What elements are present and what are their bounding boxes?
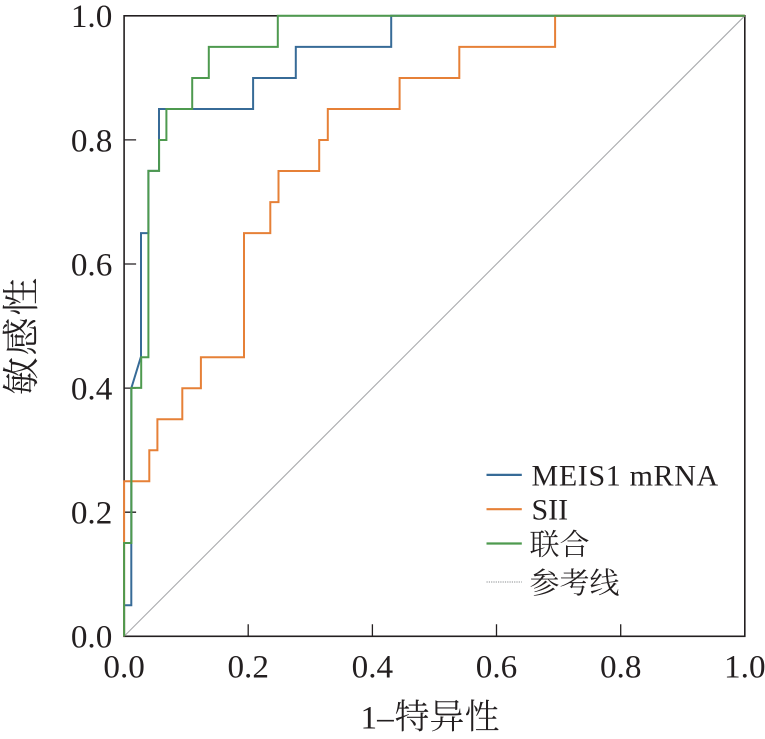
svg-text:0.0: 0.0 xyxy=(103,649,144,686)
svg-text:0.2: 0.2 xyxy=(227,649,268,686)
svg-text:0.0: 0.0 xyxy=(71,619,112,656)
svg-text:1–: 1– xyxy=(361,700,395,737)
svg-text:1.0: 1.0 xyxy=(71,0,112,35)
svg-text:MEIS1 mRNA: MEIS1 mRNA xyxy=(532,459,719,492)
svg-text:0.6: 0.6 xyxy=(71,246,112,283)
svg-text:0.4: 0.4 xyxy=(352,649,394,686)
svg-text:0.2: 0.2 xyxy=(71,495,112,532)
svg-text:0.4: 0.4 xyxy=(71,371,113,408)
svg-text:0.8: 0.8 xyxy=(71,122,112,159)
svg-text:SII: SII xyxy=(532,494,569,527)
svg-text:0.8: 0.8 xyxy=(600,649,641,686)
svg-text:0.6: 0.6 xyxy=(476,649,517,686)
svg-text:1.0: 1.0 xyxy=(724,649,765,686)
